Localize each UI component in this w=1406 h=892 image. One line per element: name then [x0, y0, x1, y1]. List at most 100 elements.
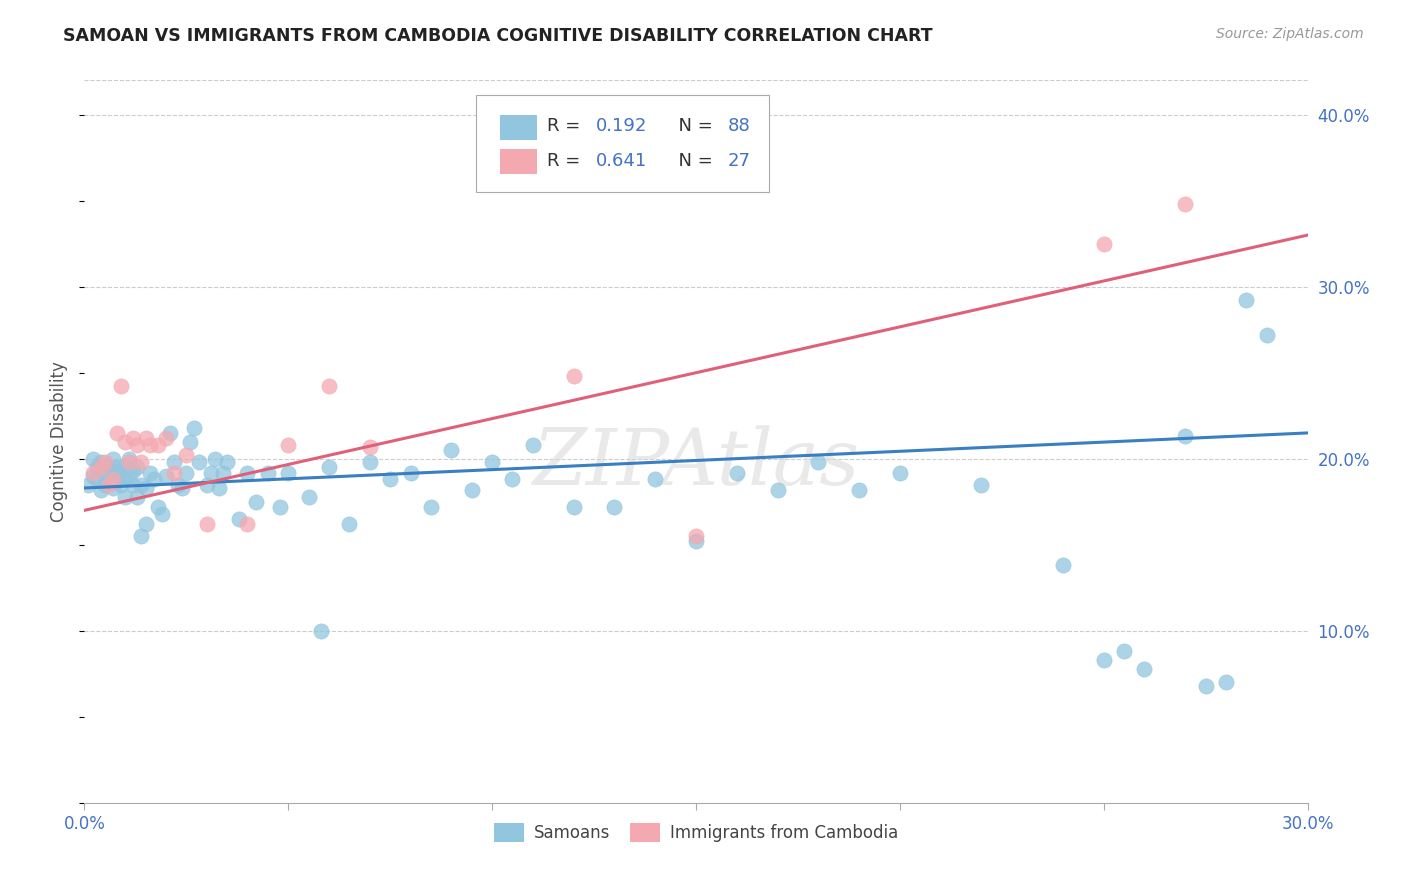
- Text: 0.192: 0.192: [596, 117, 647, 135]
- Point: [155, 469, 177, 483]
- Point: [118, 451, 141, 466]
- Point: [110, 379, 132, 393]
- Point: [122, 431, 145, 445]
- Point: [150, 507, 173, 521]
- Point: [114, 472, 136, 486]
- Point: [127, 490, 149, 504]
- Point: [685, 534, 707, 549]
- Point: [1174, 197, 1197, 211]
- Point: [339, 517, 361, 532]
- Point: [1215, 675, 1237, 690]
- Point: [725, 466, 748, 480]
- Point: [1174, 429, 1197, 443]
- Point: [1114, 644, 1136, 658]
- Point: [77, 477, 100, 491]
- Point: [562, 369, 585, 384]
- Point: [461, 483, 484, 497]
- Text: Source: ZipAtlas.com: Source: ZipAtlas.com: [1216, 27, 1364, 41]
- Point: [167, 477, 190, 491]
- Point: [110, 464, 132, 478]
- Point: [1092, 236, 1115, 251]
- Point: [685, 529, 707, 543]
- Point: [93, 466, 115, 480]
- Point: [172, 481, 194, 495]
- Point: [257, 466, 280, 480]
- FancyBboxPatch shape: [501, 115, 537, 140]
- Point: [122, 464, 145, 478]
- Text: N =: N =: [666, 117, 718, 135]
- Point: [420, 500, 443, 514]
- Point: [86, 472, 108, 486]
- Text: SAMOAN VS IMMIGRANTS FROM CAMBODIA COGNITIVE DISABILITY CORRELATION CHART: SAMOAN VS IMMIGRANTS FROM CAMBODIA COGNI…: [63, 27, 934, 45]
- Point: [481, 455, 503, 469]
- Point: [562, 500, 585, 514]
- Point: [82, 469, 104, 483]
- Point: [97, 460, 120, 475]
- Point: [114, 460, 136, 475]
- Point: [195, 477, 218, 491]
- Point: [277, 438, 299, 452]
- Point: [1092, 653, 1115, 667]
- Point: [309, 624, 332, 638]
- Point: [82, 466, 104, 480]
- Y-axis label: Cognitive Disability: Cognitive Disability: [51, 361, 69, 522]
- Text: 88: 88: [728, 117, 751, 135]
- Point: [603, 500, 626, 514]
- Point: [131, 529, 153, 543]
- Point: [848, 483, 870, 497]
- Point: [522, 438, 544, 452]
- Point: [142, 472, 165, 486]
- Point: [183, 421, 205, 435]
- Point: [163, 455, 186, 469]
- Point: [101, 451, 124, 466]
- Point: [200, 466, 222, 480]
- Point: [86, 460, 108, 475]
- Point: [97, 477, 120, 491]
- Point: [970, 477, 993, 491]
- Text: 0.641: 0.641: [596, 153, 647, 170]
- Point: [131, 477, 153, 491]
- Point: [277, 466, 299, 480]
- Point: [298, 490, 321, 504]
- Point: [90, 460, 112, 475]
- Point: [502, 472, 524, 486]
- Point: [644, 472, 666, 486]
- Legend: Samoans, Immigrants from Cambodia: Samoans, Immigrants from Cambodia: [486, 816, 905, 848]
- Point: [1195, 679, 1218, 693]
- Point: [236, 466, 259, 480]
- Point: [135, 481, 157, 495]
- Point: [1256, 327, 1278, 342]
- Point: [97, 472, 120, 486]
- Point: [399, 466, 422, 480]
- Text: N =: N =: [666, 153, 718, 170]
- Point: [318, 460, 340, 475]
- Point: [204, 451, 226, 466]
- Point: [208, 481, 231, 495]
- Point: [380, 472, 402, 486]
- Point: [359, 440, 381, 454]
- Text: R =: R =: [547, 153, 586, 170]
- Point: [163, 466, 186, 480]
- Point: [212, 466, 235, 480]
- Point: [93, 455, 115, 469]
- Point: [146, 438, 169, 452]
- Point: [127, 460, 149, 475]
- Point: [245, 494, 267, 508]
- Point: [131, 455, 153, 469]
- Point: [195, 517, 218, 532]
- Point: [1052, 558, 1074, 573]
- Point: [135, 517, 157, 532]
- Point: [174, 448, 197, 462]
- Point: [101, 481, 124, 495]
- Point: [187, 455, 209, 469]
- Point: [101, 472, 124, 486]
- Point: [93, 477, 115, 491]
- Point: [138, 438, 160, 452]
- Point: [228, 512, 250, 526]
- Point: [440, 443, 463, 458]
- Point: [122, 477, 145, 491]
- Point: [269, 500, 291, 514]
- Point: [118, 455, 141, 469]
- Point: [90, 455, 112, 469]
- FancyBboxPatch shape: [475, 95, 769, 193]
